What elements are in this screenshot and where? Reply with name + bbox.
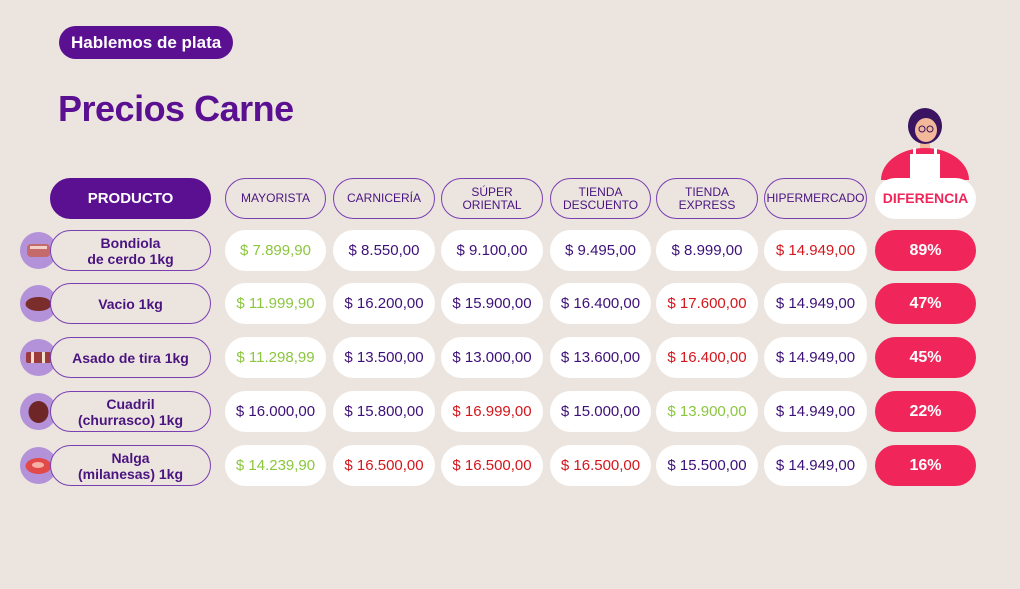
difference-badge: 45% [875,337,976,378]
price-cell: $ 14.949,00 [764,337,867,378]
price-cell: $ 8.550,00 [333,230,435,271]
price-cell: $ 15.500,00 [656,445,758,486]
price-cell: $ 16.999,00 [441,391,543,432]
price-cell: $ 16.500,00 [550,445,651,486]
price-cell: $ 16.500,00 [333,445,435,486]
section-badge: Hablemos de plata [59,26,234,59]
header-diferencia: DIFERENCIA [875,178,976,219]
price-cell: $ 11.298,99 [225,337,326,378]
price-cell: $ 15.800,00 [333,391,435,432]
price-cell: $ 11.999,90 [225,283,326,324]
price-cell: $ 15.000,00 [550,391,651,432]
butcher-character-icon [881,108,969,180]
header-mayorista: MAYORISTA [225,178,326,219]
difference-badge: 47% [875,283,976,324]
header-super-oriental: SÚPER ORIENTAL [441,178,543,219]
price-cell: $ 8.999,00 [656,230,758,271]
price-cell: $ 15.900,00 [441,283,543,324]
price-cell: $ 17.600,00 [656,283,758,324]
header-hipermercado: HIPERMERCADO [764,178,867,219]
price-cell: $ 13.500,00 [333,337,435,378]
price-cell: $ 16.200,00 [333,283,435,324]
difference-badge: 22% [875,391,976,432]
price-cell: $ 14.949,00 [764,445,867,486]
header-product: PRODUCTO [50,178,211,219]
header-carniceria: CARNICERÍA [333,178,435,219]
page-title: Precios Carne [58,88,294,129]
price-cell: $ 16.400,00 [656,337,758,378]
difference-badge: 16% [875,445,976,486]
product-name: Cuadril (churrasco) 1kg [50,391,211,432]
price-cell: $ 9.495,00 [550,230,651,271]
price-cell: $ 16.000,00 [225,391,326,432]
price-cell: $ 14.949,00 [764,230,867,271]
price-cell: $ 9.100,00 [441,230,543,271]
price-cell: $ 16.400,00 [550,283,651,324]
price-cell: $ 16.500,00 [441,445,543,486]
difference-badge: 89% [875,230,976,271]
header-tienda-descuento: TIENDA DESCUENTO [550,178,651,219]
header-tienda-express: TIENDA EXPRESS [656,178,758,219]
product-name: Asado de tira 1kg [50,337,211,378]
price-cell: $ 13.900,00 [656,391,758,432]
price-cell: $ 14.239,90 [225,445,326,486]
product-name: Bondiola de cerdo 1kg [50,230,211,271]
price-cell: $ 7.899,90 [225,230,326,271]
price-cell: $ 13.600,00 [550,337,651,378]
price-cell: $ 14.949,00 [764,283,867,324]
price-cell: $ 14.949,00 [764,391,867,432]
product-name: Vacio 1kg [50,283,211,324]
price-cell: $ 13.000,00 [441,337,543,378]
product-name: Nalga (milanesas) 1kg [50,445,211,486]
